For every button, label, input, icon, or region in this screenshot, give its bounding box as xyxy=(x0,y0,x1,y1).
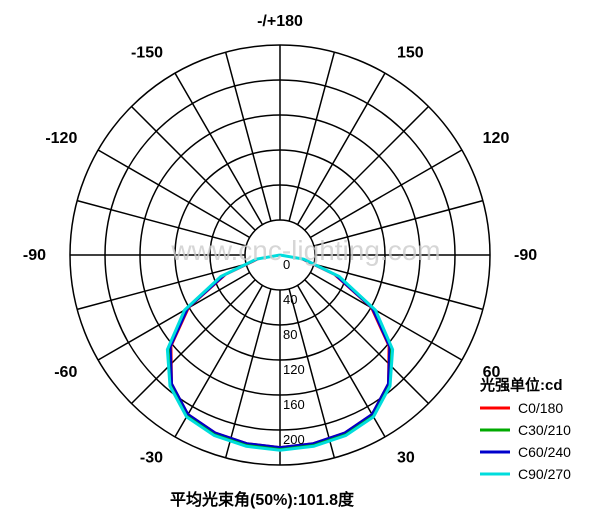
legend-label: C30/210 xyxy=(518,422,571,438)
radial-label: 160 xyxy=(283,397,305,412)
legend-label: C60/240 xyxy=(518,444,571,460)
legend-title: 光强单位:cd xyxy=(479,376,563,394)
angle-label: -60 xyxy=(54,364,77,381)
angle-label: -90 xyxy=(23,247,46,264)
angle-label: -120 xyxy=(45,130,77,147)
angle-label: -30 xyxy=(140,450,163,467)
legend-label: C0/180 xyxy=(518,400,563,416)
angle-label: 120 xyxy=(483,130,510,147)
angle-label: -150 xyxy=(131,44,163,61)
radial-label: 120 xyxy=(283,362,305,377)
radial-label: 40 xyxy=(283,292,297,307)
radial-label: 200 xyxy=(283,432,305,447)
polar-chart: 04080120160200 -/+180150120-90-60-303060… xyxy=(0,0,613,519)
angle-label: -/+180 xyxy=(257,13,303,30)
watermark: www.cnc-lighting.com xyxy=(170,235,440,266)
caption: 平均光束角(50%):101.8度 xyxy=(170,490,355,509)
angle-label: -90 xyxy=(514,247,537,264)
angle-label: 30 xyxy=(397,450,415,467)
radial-label: 80 xyxy=(283,327,297,342)
angle-label: 150 xyxy=(397,44,424,61)
legend-label: C90/270 xyxy=(518,466,571,482)
